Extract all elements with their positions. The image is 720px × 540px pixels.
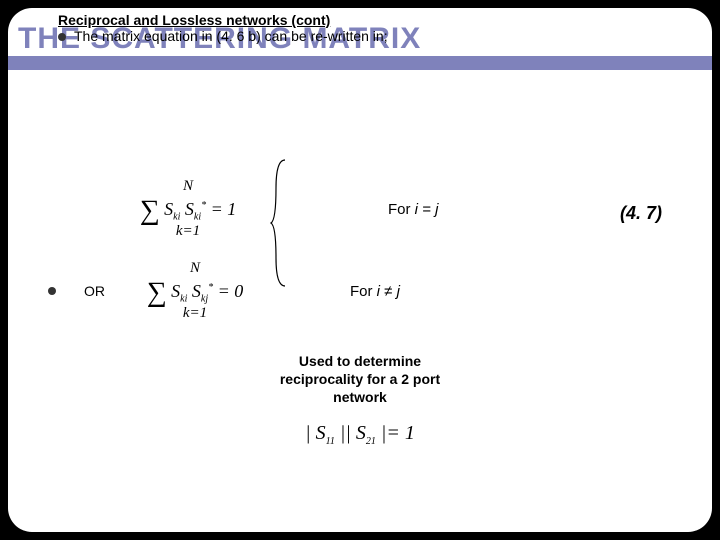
equation-2: OR N ∑ Ski Skj* = 0 k=1 For i ≠ j [48, 260, 672, 322]
content-area: N ∑ Ski Ski* = 1 k=1 For i = j OR N ∑ Sk… [8, 108, 712, 532]
sum-upper-2: N [115, 260, 275, 277]
for-cond-2: i ≠ j [377, 283, 400, 300]
bullet-text: The matrix equation in (4. 6 b) can be r… [74, 28, 388, 44]
bullet-icon [58, 33, 66, 41]
equation-1: N ∑ Ski Ski* = 1 k=1 For i = j [48, 178, 672, 240]
sigma-icon: ∑ [140, 195, 160, 227]
condition-1: For i = j [388, 201, 438, 218]
sum-lower-2: k=1 [115, 305, 275, 322]
usage-text: Used to determine reciprocality for a 2 … [48, 352, 672, 407]
magnitude-equation: | S11 || S21 |= 1 [48, 422, 672, 447]
for-cond-1: i = j [415, 201, 439, 218]
bullet-icon-2 [48, 287, 56, 295]
sum-lower-1: k=1 [108, 223, 268, 240]
sum-body-1: Ski Ski* = 1 [164, 199, 236, 219]
or-label: OR [84, 283, 105, 299]
sigma-icon-2: ∑ [147, 277, 167, 309]
condition-2: For i ≠ j [350, 283, 400, 300]
usage-line-1: Used to determine [48, 352, 672, 370]
for-prefix-2: For [350, 283, 377, 300]
usage-line-2: reciprocality for a 2 port [48, 370, 672, 388]
sum-body-2: Ski Skj* = 0 [171, 281, 243, 301]
slide-container: Reciprocal and Lossless networks (cont) … [8, 8, 712, 532]
for-prefix-1: For [388, 201, 415, 218]
usage-line-3: network [48, 388, 672, 406]
divider-bar [8, 56, 712, 70]
header: Reciprocal and Lossless networks (cont) … [8, 8, 712, 44]
summation-1: N ∑ Ski Ski* = 1 k=1 [108, 178, 268, 240]
equation-number: (4. 7) [620, 203, 662, 224]
sum-upper-1: N [108, 178, 268, 195]
summation-2: N ∑ Ski Skj* = 0 k=1 [115, 260, 275, 322]
bullet-line: The matrix equation in (4. 6 b) can be r… [58, 28, 682, 44]
